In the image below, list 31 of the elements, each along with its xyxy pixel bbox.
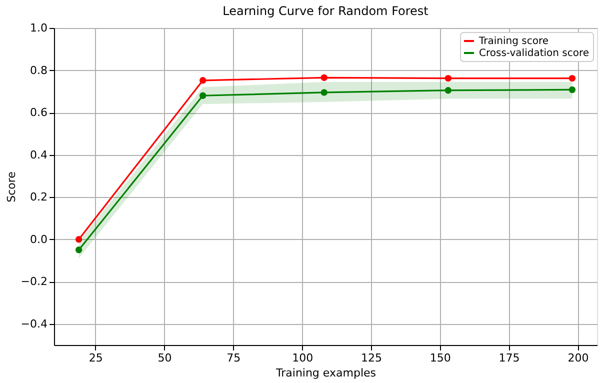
- point: [444, 74, 452, 82]
- x-tick-label: 125: [360, 352, 382, 364]
- chart-title: Learning Curve for Random Forest: [222, 4, 429, 18]
- point: [320, 89, 328, 96]
- point: [320, 74, 328, 82]
- point: [75, 246, 82, 254]
- y-tick-label: 0.6: [30, 106, 48, 120]
- y-tick-label: 0.4: [30, 148, 48, 162]
- x-tick-label: 50: [158, 352, 172, 364]
- point: [568, 74, 576, 82]
- y-axis-title: Score: [4, 171, 18, 202]
- point: [444, 86, 452, 94]
- x-tick-label: 150: [430, 352, 451, 364]
- y-tick-label: 0.2: [30, 190, 48, 204]
- legend-label: Training score: [478, 36, 549, 47]
- y-tick-label: −0.2: [20, 275, 48, 288]
- x-tick-label: 75: [226, 352, 241, 364]
- point: [199, 77, 206, 84]
- y-tick-label: 0.0: [30, 232, 48, 246]
- x-tick-label: 200: [568, 352, 589, 364]
- y-tick-label: −0.4: [20, 317, 48, 330]
- legend-label: Cross-validation score: [479, 48, 590, 59]
- x-axis-title: Training examples: [275, 366, 376, 380]
- x-tick-label: 175: [498, 352, 520, 364]
- point: [199, 92, 206, 99]
- point: [75, 236, 82, 243]
- point: [568, 86, 576, 94]
- x-tick-label: 25: [88, 352, 103, 364]
- y-tick-label: 0.8: [30, 64, 48, 77]
- y-tick-label: 1.0: [30, 22, 48, 34]
- x-tick-label: 100: [292, 352, 314, 364]
